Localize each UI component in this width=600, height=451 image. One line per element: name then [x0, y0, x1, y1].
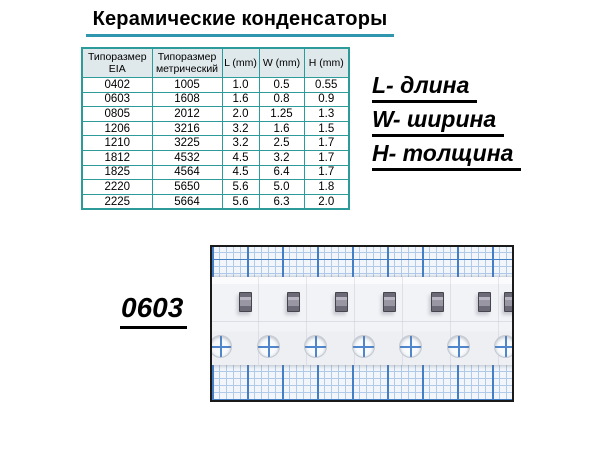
table-cell: 3.2	[258, 149, 305, 166]
table-body: 0402 1005 1.0 0.5 0.55 0603 1608 1.6 0.8 0.9 0805 2…	[81, 77, 350, 210]
table-row: 0402 1005 1.0 0.5 0.55	[81, 77, 350, 93]
table-cell: 1825	[81, 164, 153, 181]
table-cell: 1.7	[303, 164, 350, 181]
sprocket-hole	[494, 335, 512, 358]
table-cell: 1005	[151, 77, 223, 93]
table-row: 0603 1608 1.6 0.8 0.9	[81, 91, 350, 108]
table-cell: 1.7	[303, 135, 350, 151]
table-cell: 2.0	[221, 106, 260, 122]
table-cell: 3.2	[221, 120, 260, 137]
table-cell: 1.8	[303, 179, 350, 195]
table-header-row: Типоразмер EIA Типоразмер метрический L …	[81, 47, 350, 78]
table-cell: 1.25	[258, 106, 305, 122]
table-cell: 4564	[151, 164, 223, 181]
table-cell: 1608	[151, 91, 223, 108]
capacitor-chip	[287, 292, 300, 312]
table-cell: 1210	[81, 135, 153, 151]
table-cell: 4532	[151, 149, 223, 166]
table-cell: 1206	[81, 120, 153, 137]
table-cell: 5.6	[221, 193, 260, 210]
table-cell: 2220	[81, 179, 153, 195]
table-row: 0805 2012 2.0 1.25 1.3	[81, 106, 350, 122]
column-header-l: L (mm)	[221, 47, 260, 78]
table-cell: 0805	[81, 106, 153, 122]
legend-item-height: H- толщина	[372, 140, 522, 171]
table-cell: 1.3	[303, 106, 350, 122]
table-row: 1206 3216 3.2 1.6 1.5	[81, 120, 350, 137]
table-cell: 0603	[81, 91, 153, 108]
capacitor-chip	[431, 292, 444, 312]
capacitor-chip	[478, 292, 491, 312]
legend-item-width: W- ширина	[372, 106, 505, 137]
sprocket-hole	[257, 335, 280, 358]
table-cell: 0.5	[258, 77, 305, 93]
capacitor-tape-photo	[210, 245, 514, 402]
column-header-eia: Типоразмер EIA	[81, 47, 153, 78]
photo-label: 0603	[120, 292, 188, 329]
table-cell: 1.6	[258, 120, 305, 137]
table-cell: 1812	[81, 149, 153, 166]
table-cell: 3.2	[221, 135, 260, 151]
table-cell: 0402	[81, 77, 153, 93]
table-cell: 6.3	[258, 193, 305, 210]
capacitor-chip	[335, 292, 348, 312]
sprocket-hole	[212, 335, 232, 358]
table-cell: 2012	[151, 106, 223, 122]
page-title: Керамические конденсаторы	[86, 8, 394, 37]
table-cell: 0.55	[303, 77, 350, 93]
table-cell: 5664	[151, 193, 223, 210]
table-cell: 4.5	[221, 164, 260, 181]
table-row: 1812 4532 4.5 3.2 1.7	[81, 149, 350, 166]
column-header-h: H (mm)	[303, 47, 350, 78]
table-cell: 1.6	[221, 91, 260, 108]
sprocket-hole	[352, 335, 375, 358]
legend-item-length: L- длина	[372, 72, 478, 103]
table-cell: 5650	[151, 179, 223, 195]
table-cell: 5.6	[221, 179, 260, 195]
table-row: 2225 5664 5.6 6.3 2.0	[81, 193, 350, 210]
table-cell: 4.5	[221, 149, 260, 166]
table-cell: 2.0	[303, 193, 350, 210]
capacitor-chip	[239, 292, 252, 312]
sprocket-hole	[399, 335, 422, 358]
sprocket-hole	[304, 335, 327, 358]
table-cell: 1.5	[303, 120, 350, 137]
dimension-legend: L- длина W- ширина H- толщина	[372, 72, 522, 174]
table-row: 1210 3225 3.2 2.5 1.7	[81, 135, 350, 151]
table-cell: 0.8	[258, 91, 305, 108]
table-cell: 2.5	[258, 135, 305, 151]
table-cell: 6.4	[258, 164, 305, 181]
capacitor-chip	[504, 292, 512, 312]
table-cell: 5.0	[258, 179, 305, 195]
column-header-w: W (mm)	[258, 47, 305, 78]
table-row: 2220 5650 5.6 5.0 1.8	[81, 179, 350, 195]
sprocket-hole	[447, 335, 470, 358]
size-table: Типоразмер EIA Типоразмер метрический L …	[81, 47, 350, 211]
table-cell: 1.7	[303, 149, 350, 166]
table-cell: 2225	[81, 193, 153, 210]
capacitor-chip	[383, 292, 396, 312]
table-row: 1825 4564 4.5 6.4 1.7	[81, 164, 350, 181]
table-cell: 3225	[151, 135, 223, 151]
table-cell: 1.0	[221, 77, 260, 93]
table-cell: 0.9	[303, 91, 350, 108]
column-header-metric: Типоразмер метрический	[151, 47, 223, 78]
table-cell: 3216	[151, 120, 223, 137]
